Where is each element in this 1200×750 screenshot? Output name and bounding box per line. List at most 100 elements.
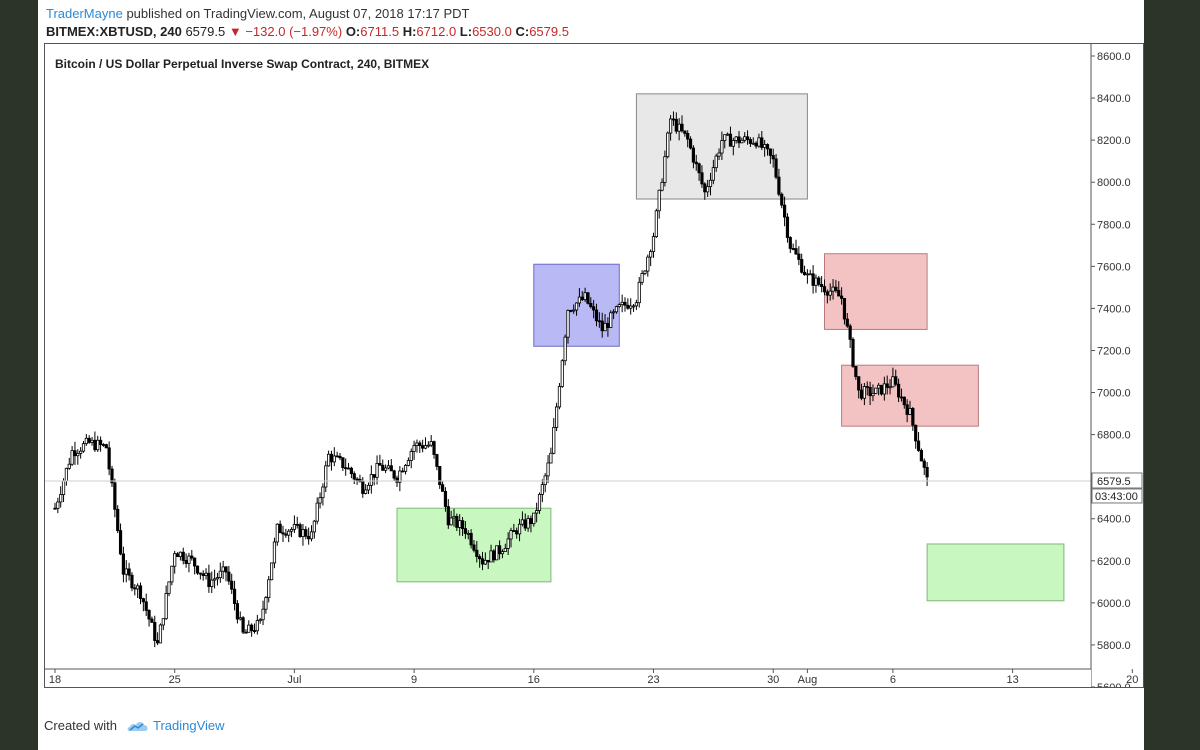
price-chart[interactable]: Bitcoin / US Dollar Perpetual Inverse Sw…	[45, 44, 1143, 687]
candle-body	[298, 524, 302, 537]
author-link[interactable]: TraderMayne	[46, 6, 123, 21]
candle-body	[156, 640, 160, 644]
candle-body	[916, 440, 921, 451]
candle-body	[877, 384, 881, 389]
candle-body	[723, 134, 727, 141]
candle-body	[617, 304, 621, 308]
candle-body	[572, 309, 576, 312]
open-value: 6711.5	[360, 24, 400, 39]
candle-body	[512, 530, 516, 532]
candle-body	[651, 236, 656, 252]
close-value: 6579.5	[529, 24, 569, 39]
candle-body	[341, 457, 345, 469]
candle-body	[549, 452, 553, 464]
candle-body	[592, 306, 596, 311]
candle-body	[594, 309, 599, 322]
candle-body	[897, 383, 901, 398]
candle-body	[318, 497, 322, 504]
price-tick-label: 6200.0	[1097, 556, 1131, 568]
candle-body	[535, 510, 539, 514]
candle-body	[446, 506, 450, 526]
candle-body	[537, 494, 542, 511]
candle-body	[879, 384, 884, 395]
candle-body	[517, 523, 522, 535]
candle-body	[312, 520, 316, 533]
green-zone-right	[926, 543, 1065, 602]
candle-body	[301, 529, 305, 537]
low-value: 6530.0	[472, 24, 512, 39]
candle-body	[817, 277, 821, 285]
candle-body	[743, 136, 747, 141]
candle-body	[911, 408, 915, 426]
candle-body	[235, 603, 239, 620]
created-with-label: Created with	[44, 718, 117, 733]
candle-body	[717, 152, 721, 157]
candle-body	[238, 617, 242, 620]
candle-body	[458, 520, 462, 528]
candle-body	[144, 601, 148, 611]
candle-body	[822, 286, 827, 293]
price-tick-label: 6400.0	[1097, 514, 1131, 526]
candle-body	[794, 248, 798, 255]
candle-body	[124, 568, 128, 575]
candle-body	[79, 450, 83, 454]
last-price-label: 6579.5	[1097, 476, 1131, 488]
candle-body	[845, 318, 849, 327]
candle-body	[64, 467, 69, 482]
candle-body	[683, 130, 687, 134]
candle-body	[649, 251, 653, 258]
candle-body	[532, 512, 536, 525]
candle-body	[671, 118, 676, 121]
candle-body	[386, 465, 391, 469]
candle-body	[777, 176, 781, 195]
candle-body	[372, 474, 376, 478]
candle-body	[706, 186, 710, 193]
candle-body	[309, 531, 314, 540]
ohlc-line: BITMEX:XBTUSD, 240 6579.5 ▼ −132.0 (−1.9…	[46, 24, 569, 39]
candle-body	[526, 518, 530, 529]
candle-body	[315, 502, 319, 522]
chart-area[interactable]: Bitcoin / US Dollar Perpetual Inverse Sw…	[44, 43, 1144, 688]
candle-body	[842, 297, 847, 320]
candle-body	[99, 439, 103, 445]
candle-body	[289, 528, 294, 532]
candle-body	[96, 439, 100, 451]
candle-body	[515, 530, 519, 535]
candle-body	[130, 574, 134, 589]
candle-body	[851, 338, 855, 367]
candle-body	[857, 376, 861, 391]
open-label: O:	[345, 24, 361, 39]
candle-body	[133, 587, 137, 590]
candle-body	[554, 406, 559, 428]
candle-body	[355, 478, 359, 481]
candle-body	[227, 571, 231, 582]
candle-body	[569, 310, 573, 312]
candle-body	[885, 383, 889, 388]
candle-body	[469, 532, 473, 546]
candle-body	[902, 396, 906, 406]
symbol-label[interactable]: BITMEX:XBTUSD, 240	[46, 24, 182, 39]
candle-body	[61, 480, 66, 496]
time-tick-label: 13	[1006, 674, 1018, 686]
candle-body	[381, 464, 385, 471]
candle-body	[597, 320, 601, 323]
candle-body	[221, 566, 225, 572]
price-tick-label: 8600.0	[1097, 51, 1131, 63]
candle-body	[475, 549, 479, 557]
candle-body	[783, 204, 787, 218]
publish-info: published on TradingView.com, August 07,…	[126, 6, 470, 21]
candle-body	[854, 365, 858, 378]
candle-body	[574, 302, 579, 311]
candle-body	[623, 301, 627, 306]
candle-body	[634, 302, 639, 307]
candle-body	[566, 310, 570, 338]
candle-body	[187, 555, 191, 564]
candle-body	[666, 132, 670, 158]
candle-body	[460, 520, 465, 529]
candle-body	[726, 133, 730, 136]
tradingview-brand[interactable]: TradingView	[152, 718, 225, 733]
candle-body	[620, 301, 624, 306]
candle-body	[107, 447, 111, 470]
candle-body	[73, 450, 77, 457]
candle-body	[101, 444, 106, 446]
